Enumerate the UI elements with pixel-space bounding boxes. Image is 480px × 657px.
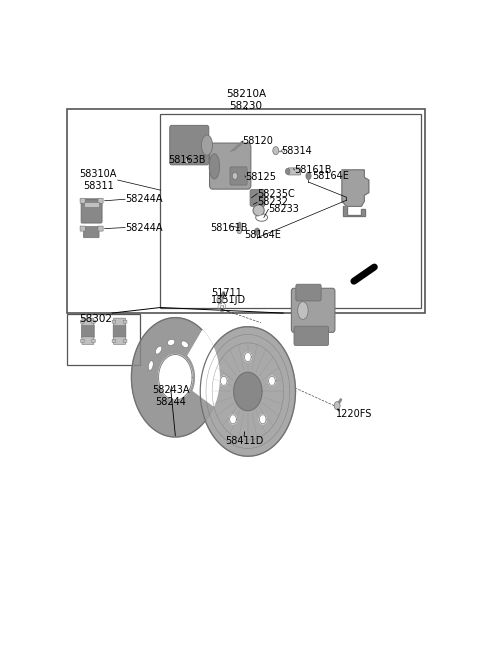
FancyBboxPatch shape <box>114 318 125 326</box>
Polygon shape <box>343 206 365 216</box>
Text: 58210A
58230: 58210A 58230 <box>226 89 266 111</box>
FancyBboxPatch shape <box>81 340 84 342</box>
Text: 51711: 51711 <box>211 288 242 298</box>
FancyBboxPatch shape <box>210 143 251 189</box>
Text: 58310A
58311: 58310A 58311 <box>80 170 117 191</box>
FancyBboxPatch shape <box>80 226 85 231</box>
Text: 58125: 58125 <box>245 173 276 183</box>
Polygon shape <box>244 353 251 361</box>
Text: 58161B: 58161B <box>211 223 248 233</box>
Ellipse shape <box>253 205 264 216</box>
FancyBboxPatch shape <box>112 340 116 342</box>
Ellipse shape <box>298 302 308 319</box>
Ellipse shape <box>258 215 265 219</box>
Polygon shape <box>269 376 275 386</box>
Text: 58244A: 58244A <box>125 223 163 233</box>
Circle shape <box>334 401 340 410</box>
Ellipse shape <box>209 154 219 179</box>
Circle shape <box>237 227 241 234</box>
FancyBboxPatch shape <box>114 337 125 344</box>
Text: 1351JD: 1351JD <box>211 296 246 306</box>
Ellipse shape <box>181 341 188 348</box>
Bar <box>67 314 140 365</box>
Circle shape <box>286 168 290 175</box>
FancyBboxPatch shape <box>113 325 126 338</box>
Polygon shape <box>342 170 369 206</box>
Text: 58120: 58120 <box>242 135 273 146</box>
Circle shape <box>254 228 260 235</box>
FancyBboxPatch shape <box>92 320 96 323</box>
Text: 58411D: 58411D <box>225 436 264 446</box>
Ellipse shape <box>156 346 162 354</box>
Text: 58232: 58232 <box>257 197 288 207</box>
Polygon shape <box>200 327 296 456</box>
Text: 58163B: 58163B <box>168 155 205 165</box>
FancyBboxPatch shape <box>250 190 265 206</box>
Text: 58161B: 58161B <box>294 165 332 175</box>
Polygon shape <box>158 355 192 400</box>
Text: 58164E: 58164E <box>244 230 281 240</box>
Text: 58243A
58244: 58243A 58244 <box>152 385 190 407</box>
Polygon shape <box>229 415 236 424</box>
Circle shape <box>232 172 238 179</box>
FancyBboxPatch shape <box>296 284 321 301</box>
Polygon shape <box>132 317 219 437</box>
FancyBboxPatch shape <box>82 318 94 326</box>
Polygon shape <box>188 330 219 406</box>
Text: 58302: 58302 <box>79 313 112 324</box>
Text: 58314: 58314 <box>281 146 312 156</box>
Ellipse shape <box>148 361 153 371</box>
FancyBboxPatch shape <box>98 198 103 203</box>
FancyBboxPatch shape <box>81 320 84 323</box>
Ellipse shape <box>256 214 267 221</box>
Circle shape <box>306 172 311 179</box>
FancyBboxPatch shape <box>230 167 247 185</box>
Text: 58235C: 58235C <box>257 189 295 198</box>
FancyBboxPatch shape <box>98 226 103 231</box>
Text: 58164E: 58164E <box>312 171 349 181</box>
FancyBboxPatch shape <box>84 202 99 208</box>
FancyBboxPatch shape <box>81 200 102 223</box>
FancyBboxPatch shape <box>82 337 94 344</box>
FancyBboxPatch shape <box>170 125 209 165</box>
Bar <box>160 114 421 307</box>
FancyBboxPatch shape <box>288 168 300 175</box>
Text: 1220FS: 1220FS <box>336 409 372 419</box>
Circle shape <box>273 147 279 155</box>
Bar <box>67 109 425 313</box>
FancyBboxPatch shape <box>123 320 127 323</box>
Text: 58244A: 58244A <box>125 194 163 204</box>
FancyBboxPatch shape <box>92 340 96 342</box>
Ellipse shape <box>202 135 213 155</box>
FancyBboxPatch shape <box>123 340 127 342</box>
Polygon shape <box>259 415 266 424</box>
FancyBboxPatch shape <box>112 320 116 323</box>
Ellipse shape <box>168 339 175 346</box>
Polygon shape <box>220 376 227 386</box>
Text: @: @ <box>216 302 226 312</box>
Circle shape <box>185 158 190 164</box>
FancyBboxPatch shape <box>84 227 99 238</box>
FancyBboxPatch shape <box>291 288 335 332</box>
Text: 58233: 58233 <box>268 204 299 214</box>
FancyBboxPatch shape <box>84 198 99 210</box>
FancyBboxPatch shape <box>294 327 329 346</box>
FancyBboxPatch shape <box>82 325 94 338</box>
Circle shape <box>217 296 223 304</box>
Polygon shape <box>234 373 262 411</box>
FancyBboxPatch shape <box>80 198 85 203</box>
